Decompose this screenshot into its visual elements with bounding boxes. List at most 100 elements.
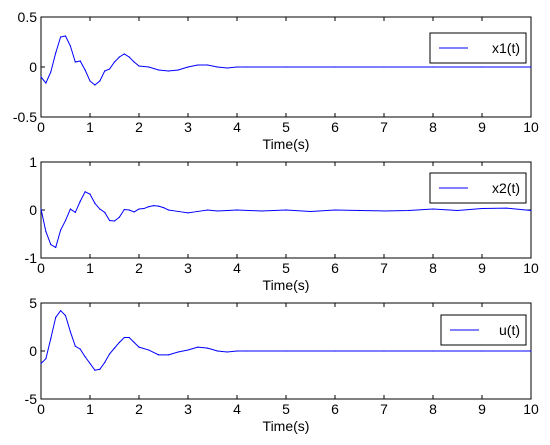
- data-point: [94, 84, 96, 86]
- data-point: [530, 350, 532, 352]
- data-point: [216, 210, 218, 212]
- data-point: [285, 350, 287, 352]
- x-tick-label: 7: [380, 119, 388, 135]
- data-point: [50, 71, 52, 73]
- x-tick-label: 10: [523, 260, 539, 276]
- data-point: [84, 356, 86, 358]
- y-tick-label: 0.5: [18, 9, 38, 25]
- data-point: [40, 76, 42, 78]
- data-point: [128, 336, 130, 339]
- data-point: [128, 209, 130, 211]
- data-point: [89, 362, 91, 365]
- data-point: [84, 191, 86, 193]
- data-point: [334, 350, 336, 352]
- data-point: [236, 66, 238, 68]
- data-point: [481, 66, 483, 68]
- data-point: [69, 208, 71, 210]
- x-tick-label: 4: [233, 401, 241, 417]
- data-point: [187, 349, 189, 351]
- data-point: [432, 208, 434, 210]
- x-tick-label: 0: [37, 260, 45, 276]
- data-point: [113, 220, 116, 222]
- y-tick-label: 5: [29, 295, 37, 311]
- data-point: [118, 341, 120, 343]
- data-point: [177, 210, 179, 213]
- data-point: [89, 193, 91, 195]
- data-point: [79, 348, 81, 350]
- data-point: [148, 66, 150, 68]
- data-point: [94, 369, 96, 371]
- data-point: [84, 69, 86, 71]
- data-point: [197, 346, 199, 348]
- data-point: [94, 202, 96, 204]
- data-point: [187, 212, 189, 214]
- data-point: [309, 210, 312, 213]
- y-tick-label: 0: [29, 343, 37, 359]
- data-point: [104, 70, 106, 72]
- data-point: [45, 231, 47, 233]
- data-point: [69, 331, 71, 333]
- x-tick-label: 8: [429, 260, 437, 276]
- data-point: [99, 208, 101, 210]
- legend-label: x2(t): [492, 180, 520, 196]
- data-point: [216, 66, 218, 68]
- data-point: [118, 56, 120, 58]
- x-axis-title: Time(s): [263, 418, 310, 434]
- x-tick-label: 5: [282, 401, 290, 417]
- x-tick-label: 9: [478, 401, 486, 417]
- data-point: [285, 209, 287, 211]
- data-point: [334, 209, 336, 211]
- data-point: [197, 64, 199, 66]
- data-point: [236, 350, 238, 352]
- data-point: [162, 207, 165, 209]
- data-point: [207, 64, 209, 66]
- data-point: [158, 205, 160, 207]
- data-point: [113, 347, 116, 349]
- data-point: [99, 368, 101, 370]
- x-tick-label: 7: [380, 260, 388, 276]
- x-tick-label: 8: [429, 401, 437, 417]
- series-line: [40, 309, 531, 371]
- data-point: [55, 246, 57, 249]
- data-point: [167, 70, 169, 72]
- x-tick-label: 10: [523, 401, 539, 417]
- data-point: [148, 349, 150, 351]
- data-point: [456, 209, 459, 212]
- x-tick-label: 5: [282, 260, 290, 276]
- x-tick-label: 8: [429, 119, 437, 135]
- y-tick-label: -0.5: [13, 109, 37, 125]
- data-point: [334, 66, 336, 68]
- data-point: [50, 337, 52, 340]
- x-tick-label: 3: [184, 401, 192, 417]
- data-point: [407, 209, 410, 212]
- x-tick-label: 6: [331, 119, 339, 135]
- data-point: [50, 243, 52, 246]
- x-tick-label: 1: [86, 401, 94, 417]
- data-point: [530, 66, 532, 68]
- legend: u(t): [440, 314, 527, 346]
- data-point: [40, 362, 42, 365]
- data-point: [55, 52, 57, 54]
- data-point: [481, 207, 483, 210]
- data-point: [158, 354, 160, 356]
- data-point: [60, 36, 62, 38]
- data-point: [505, 207, 508, 209]
- data-point: [481, 350, 483, 352]
- data-point: [60, 229, 62, 231]
- legend: x1(t): [429, 32, 527, 64]
- data-point: [109, 219, 111, 222]
- data-point: [236, 209, 238, 211]
- x-tick-label: 3: [184, 260, 192, 276]
- x-tick-label: 4: [233, 260, 241, 276]
- data-point: [79, 200, 81, 202]
- data-point: [104, 211, 106, 213]
- data-point: [207, 209, 209, 211]
- data-point: [60, 310, 62, 312]
- data-point: [207, 347, 209, 349]
- data-point: [138, 346, 140, 348]
- data-point: [113, 61, 116, 63]
- data-point: [383, 350, 385, 352]
- x-tick-label: 0: [37, 119, 45, 135]
- data-point: [285, 66, 287, 68]
